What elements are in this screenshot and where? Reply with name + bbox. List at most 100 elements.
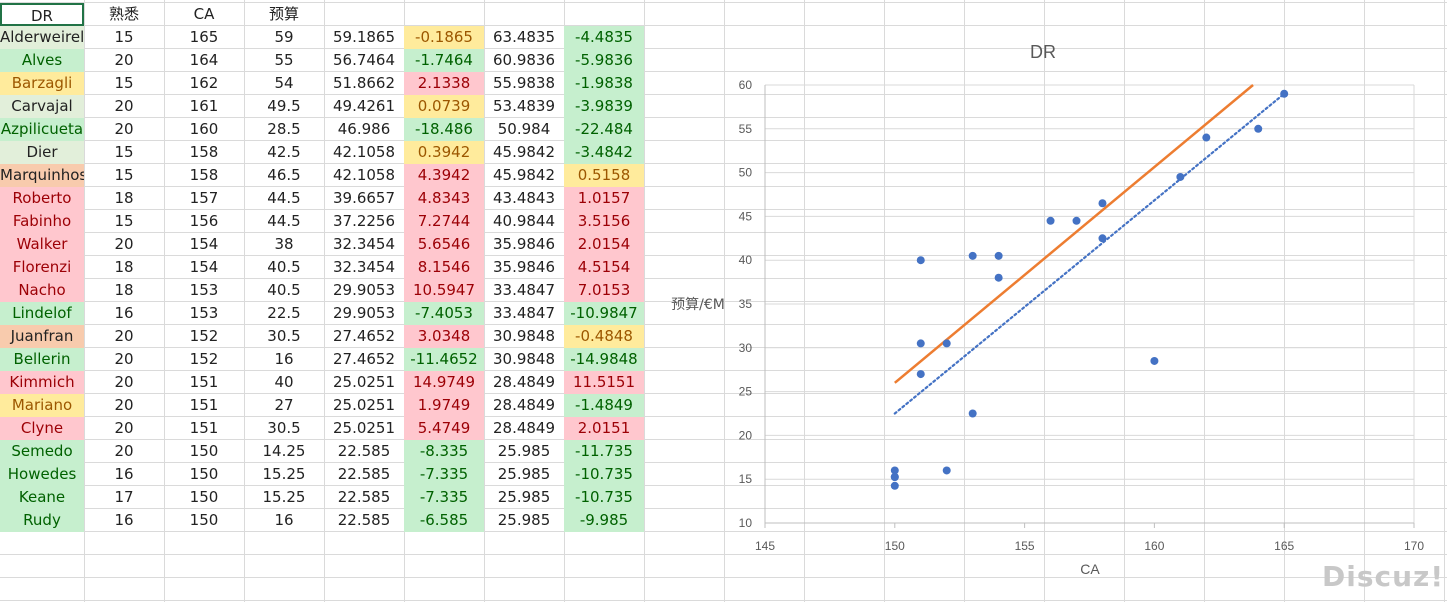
difference2-cell[interactable]: 0.5158 — [564, 164, 644, 187]
difference2-cell[interactable]: -3.4842 — [564, 141, 644, 164]
player-name-cell[interactable]: Kimmich — [0, 371, 84, 394]
ca-cell[interactable]: 158 — [189, 143, 219, 161]
predicted-cell[interactable]: 25.0251 — [332, 419, 396, 437]
player-name-cell[interactable]: Dier — [0, 141, 84, 164]
predicted-cell[interactable]: 32.3454 — [332, 235, 396, 253]
predicted-cell[interactable]: 49.4261 — [332, 97, 396, 115]
predicted-cell[interactable]: 22.585 — [337, 442, 391, 460]
player-name-cell[interactable]: Barzagli — [0, 72, 84, 95]
difference2-cell[interactable]: -0.4848 — [564, 325, 644, 348]
difference-cell[interactable]: 7.2744 — [404, 210, 484, 233]
predicted2-cell[interactable]: 55.9838 — [492, 74, 556, 92]
predicted2-cell[interactable]: 25.985 — [497, 442, 551, 460]
difference-cell[interactable]: -1.7464 — [404, 49, 484, 72]
predicted-cell[interactable]: 56.7464 — [332, 51, 396, 69]
familiarity-cell[interactable]: 16 — [114, 465, 134, 483]
budget-cell[interactable]: 15.25 — [262, 488, 306, 506]
ca-cell[interactable]: 151 — [189, 419, 219, 437]
difference2-cell[interactable]: -14.9848 — [564, 348, 644, 371]
budget-cell[interactable]: 44.5 — [267, 189, 301, 207]
budget-cell[interactable]: 27 — [274, 396, 294, 414]
predicted2-cell[interactable]: 60.9836 — [492, 51, 556, 69]
predicted-cell[interactable]: 39.6657 — [332, 189, 396, 207]
difference-cell[interactable]: 5.4749 — [404, 417, 484, 440]
familiarity-cell[interactable]: 20 — [114, 419, 134, 437]
difference2-cell[interactable]: -1.4849 — [564, 394, 644, 417]
difference-cell[interactable]: 8.1546 — [404, 256, 484, 279]
predicted2-cell[interactable]: 33.4847 — [492, 281, 556, 299]
player-name-cell[interactable]: Howedes — [0, 463, 84, 486]
budget-cell[interactable]: 54 — [274, 74, 294, 92]
predicted2-cell[interactable]: 53.4839 — [492, 97, 556, 115]
ca-cell[interactable]: 161 — [189, 97, 219, 115]
header-cell[interactable]: CA — [193, 5, 215, 23]
familiarity-cell[interactable]: 20 — [114, 97, 134, 115]
predicted-cell[interactable]: 51.8662 — [332, 74, 396, 92]
budget-cell[interactable]: 59 — [274, 28, 294, 46]
difference2-cell[interactable]: -3.9839 — [564, 95, 644, 118]
budget-cell[interactable]: 40 — [274, 373, 294, 391]
predicted2-cell[interactable]: 28.4849 — [492, 396, 556, 414]
predicted2-cell[interactable]: 40.9844 — [492, 212, 556, 230]
budget-cell[interactable]: 28.5 — [267, 120, 301, 138]
predicted2-cell[interactable]: 45.9842 — [492, 166, 556, 184]
predicted-cell[interactable]: 25.0251 — [332, 396, 396, 414]
familiarity-cell[interactable]: 15 — [114, 212, 134, 230]
player-name-cell[interactable]: Fabinho — [0, 210, 84, 233]
player-name-cell[interactable]: Roberto — [0, 187, 84, 210]
ca-cell[interactable]: 153 — [189, 304, 219, 322]
predicted-cell[interactable]: 29.9053 — [332, 304, 396, 322]
ca-cell[interactable]: 156 — [189, 212, 219, 230]
ca-cell[interactable]: 154 — [189, 258, 219, 276]
player-name-cell[interactable]: Walker — [0, 233, 84, 256]
difference-cell[interactable]: 0.3942 — [404, 141, 484, 164]
difference2-cell[interactable]: 7.0153 — [564, 279, 644, 302]
familiarity-cell[interactable]: 20 — [114, 396, 134, 414]
predicted2-cell[interactable]: 45.9842 — [492, 143, 556, 161]
player-name-cell[interactable]: Azpilicueta — [0, 118, 84, 141]
predicted2-cell[interactable]: 63.4835 — [492, 28, 556, 46]
difference-cell[interactable]: 5.6546 — [404, 233, 484, 256]
difference2-cell[interactable]: -22.484 — [564, 118, 644, 141]
predicted-cell[interactable]: 32.3454 — [332, 258, 396, 276]
difference2-cell[interactable]: 1.0157 — [564, 187, 644, 210]
budget-cell[interactable]: 15.25 — [262, 465, 306, 483]
difference2-cell[interactable]: -9.985 — [564, 509, 644, 532]
player-name-cell[interactable]: Florenzi — [0, 256, 84, 279]
familiarity-cell[interactable]: 20 — [114, 373, 134, 391]
ca-cell[interactable]: 164 — [189, 51, 219, 69]
budget-cell[interactable]: 55 — [274, 51, 294, 69]
familiarity-cell[interactable]: 20 — [114, 327, 134, 345]
header-cell[interactable]: 熟悉 — [108, 5, 139, 23]
header-cell[interactable]: 预算 — [268, 5, 299, 23]
difference2-cell[interactable]: -10.735 — [564, 486, 644, 509]
difference-cell[interactable]: -7.335 — [404, 463, 484, 486]
predicted-cell[interactable]: 29.9053 — [332, 281, 396, 299]
ca-cell[interactable]: 153 — [189, 281, 219, 299]
difference-cell[interactable]: -7.335 — [404, 486, 484, 509]
difference2-cell[interactable]: -4.4835 — [564, 26, 644, 49]
predicted-cell[interactable]: 27.4652 — [332, 327, 396, 345]
predicted2-cell[interactable]: 25.985 — [497, 511, 551, 529]
ca-cell[interactable]: 154 — [189, 235, 219, 253]
predicted2-cell[interactable]: 43.4843 — [492, 189, 556, 207]
predicted2-cell[interactable]: 30.9848 — [492, 350, 556, 368]
familiarity-cell[interactable]: 17 — [114, 488, 134, 506]
difference-cell[interactable]: -18.486 — [404, 118, 484, 141]
familiarity-cell[interactable]: 18 — [114, 258, 134, 276]
difference2-cell[interactable]: 2.0151 — [564, 417, 644, 440]
player-name-cell[interactable]: Alves — [0, 49, 84, 72]
ca-cell[interactable]: 151 — [189, 396, 219, 414]
difference2-cell[interactable]: 3.5156 — [564, 210, 644, 233]
familiarity-cell[interactable]: 20 — [114, 350, 134, 368]
difference-cell[interactable]: 10.5947 — [404, 279, 484, 302]
predicted2-cell[interactable]: 33.4847 — [492, 304, 556, 322]
budget-cell[interactable]: 30.5 — [267, 327, 301, 345]
ca-cell[interactable]: 158 — [189, 166, 219, 184]
familiarity-cell[interactable]: 18 — [114, 281, 134, 299]
difference2-cell[interactable]: 2.0154 — [564, 233, 644, 256]
difference-cell[interactable]: 2.1338 — [404, 72, 484, 95]
budget-cell[interactable]: 46.5 — [267, 166, 301, 184]
difference-cell[interactable]: 1.9749 — [404, 394, 484, 417]
player-name-cell[interactable]: Mariano — [0, 394, 84, 417]
